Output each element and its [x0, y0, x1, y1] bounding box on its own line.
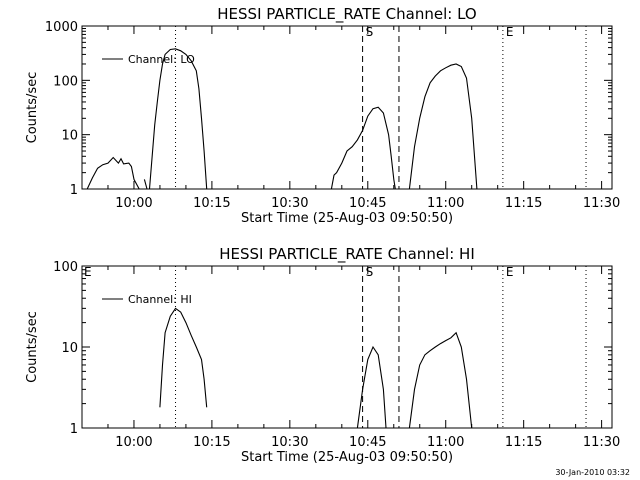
panel1-x-tick-label: 11:00	[427, 196, 464, 211]
panel2-x-tick-label: 10:15	[193, 435, 230, 450]
panel2-series-segment-3	[408, 331, 473, 429]
panel2-x-tick-label: 10:45	[349, 435, 386, 450]
panel1-y-tick-label: 1000	[45, 20, 78, 35]
panel2-marker-label-e: E	[506, 265, 514, 279]
panel2-marker-label-s: S	[366, 265, 374, 279]
panel2-x-tick-label: 10:30	[271, 435, 308, 450]
panel2-legend-label: Channel: HI	[128, 293, 192, 306]
panel1-y-axis-label: Counts/sec	[25, 72, 40, 144]
panel1-x-tick-label: 10:00	[115, 196, 152, 211]
panel1-title: HESSI PARTICLE_RATE Channel: LO	[217, 5, 476, 24]
panel1-y-tick-label: 100	[53, 74, 78, 89]
panel1-series-segment-4	[330, 106, 396, 190]
panel1-x-axis-label: Start Time (25-Aug-03 09:50:50)	[241, 211, 453, 226]
panel2-y-axis-label: Counts/sec	[25, 311, 40, 383]
panel1-plot-frame	[81, 25, 613, 190]
panel1-y-tick-label: 1	[70, 183, 78, 198]
panel2-title: HESSI PARTICLE_RATE Channel: HI	[219, 245, 475, 264]
panel2-x-axis-label: Start Time (25-Aug-03 09:50:50)	[241, 450, 453, 465]
panel2-y-tick-label: 100	[53, 260, 78, 275]
panel2-plot-frame	[81, 265, 613, 429]
panel1-x-tick-label: 10:30	[271, 196, 308, 211]
panel1-legend-label: Channel: LO	[128, 53, 195, 66]
plot-timestamp: 30-Jan-2010 03:32	[555, 468, 630, 477]
panel1-x-tick-label: 10:45	[349, 196, 386, 211]
panel2-y-tick-label: 10	[61, 341, 78, 356]
panel1-marker-label-s: S	[366, 25, 374, 39]
panel1-x-tick-label: 11:30	[583, 196, 620, 211]
panel2-x-tick-label: 11:00	[427, 435, 464, 450]
panel2-y-tick-label: 1	[70, 422, 78, 437]
panel1-x-tick-label: 11:15	[505, 196, 542, 211]
panel1-marker-label-e: E	[506, 25, 514, 39]
panel2-series-segment-1	[159, 307, 208, 408]
panel1-series-segment-1	[86, 156, 140, 190]
panel2-corner-mark-e: E	[84, 265, 92, 279]
panel2-x-tick-label: 11:30	[583, 435, 620, 450]
panel1-y-tick-label: 10	[61, 129, 78, 144]
panel1-x-tick-label: 10:15	[193, 196, 230, 211]
panel2-x-tick-label: 10:00	[115, 435, 152, 450]
panel1-series-segment-5	[408, 63, 478, 190]
panel1-series-segment-3	[148, 48, 208, 190]
panel2-series-segment-2	[356, 345, 387, 429]
panel2-x-tick-label: 11:15	[505, 435, 542, 450]
panel1-series-segment-2	[143, 179, 148, 190]
